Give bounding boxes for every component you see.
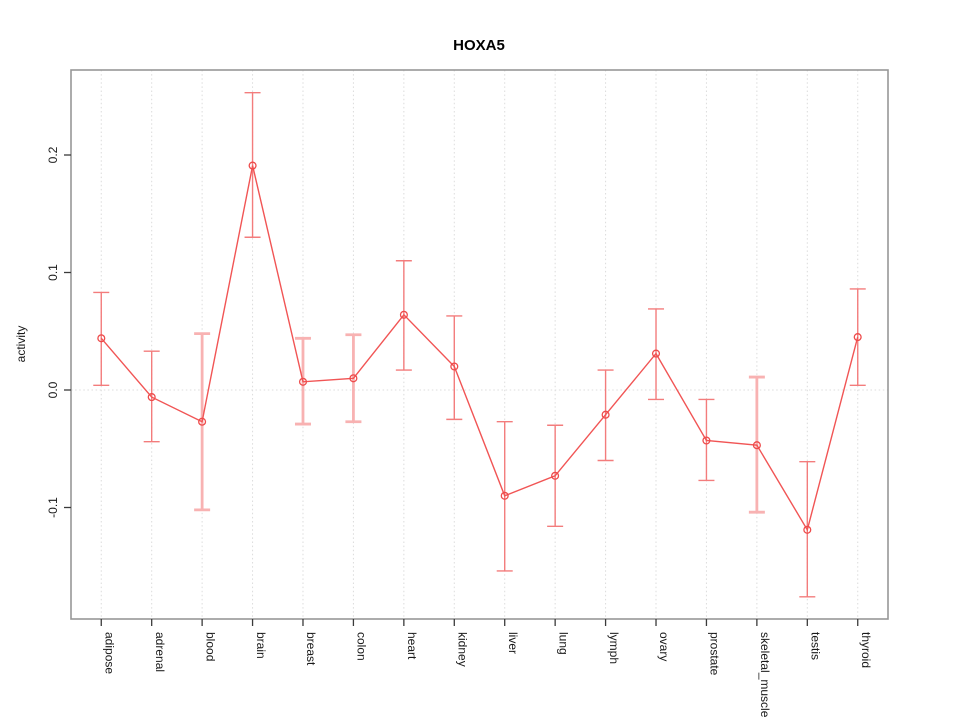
data-point-brain [248, 161, 257, 170]
data-point-skeletal_muscle [752, 441, 761, 450]
y-tick-label: 0.2 [46, 146, 60, 163]
x-tick-label-heart: heart [405, 632, 419, 660]
x-tick-label-thyroid: thyroid [859, 632, 873, 668]
data-point-colon [349, 374, 358, 383]
data-point-lung [551, 471, 560, 480]
x-tick-label-breast: breast [304, 632, 318, 666]
data-point-blood [198, 417, 207, 426]
x-tick-label-skeletal_muscle: skeletal_muscle [758, 632, 772, 718]
data-point-testis [803, 525, 812, 534]
x-tick-label-lung: lung [556, 632, 570, 655]
chart-title: HOXA5 [453, 37, 505, 54]
y-tick-label: -0.1 [46, 497, 60, 518]
x-tick-label-lymph: lymph [607, 632, 621, 664]
x-tick-label-colon: colon [355, 632, 369, 661]
data-point-prostate [702, 436, 711, 445]
x-tick-label-prostate: prostate [708, 632, 722, 676]
y-tick-label: 0.1 [46, 264, 60, 281]
x-tick-label-testis: testis [809, 632, 823, 660]
series-line [100, 165, 859, 532]
x-tick-label-brain: brain [254, 632, 268, 659]
x-tick-label-adipose: adipose [103, 632, 117, 674]
data-point-thyroid [853, 333, 862, 342]
x-tick-label-liver: liver [506, 632, 520, 654]
x-tick-label-blood: blood [203, 632, 217, 661]
x-tick-label-kidney: kidney [456, 632, 470, 667]
x-tick-label-ovary: ovary [657, 632, 671, 661]
y-tick-label: 0.0 [46, 381, 60, 398]
data-point-liver [500, 491, 509, 500]
data-point-kidney [450, 362, 459, 371]
data-point-ovary [651, 349, 661, 358]
y-axis-label: activity [14, 326, 28, 363]
x-tick-label-adrenal: adrenal [153, 632, 167, 672]
data-point-heart [399, 310, 408, 319]
data-point-breast [298, 377, 308, 386]
data-point-adipose [97, 334, 106, 343]
plot-border [70, 69, 889, 620]
data-point-lymph [601, 410, 610, 419]
data-point-adrenal [147, 393, 156, 402]
